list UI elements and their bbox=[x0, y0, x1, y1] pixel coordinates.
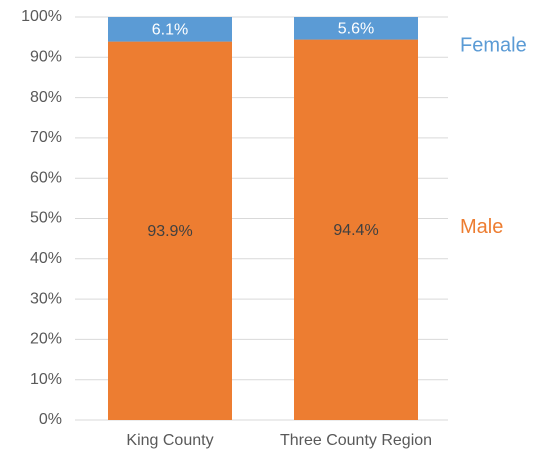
y-tick-label: 10% bbox=[30, 371, 62, 388]
data-label: 94.4% bbox=[333, 222, 378, 239]
legend-label: Female bbox=[460, 35, 527, 57]
y-tick-label: 50% bbox=[30, 210, 62, 227]
y-tick-label: 60% bbox=[30, 169, 62, 186]
y-tick-label: 70% bbox=[30, 129, 62, 146]
bar-segment bbox=[108, 41, 232, 420]
y-tick-label: 40% bbox=[30, 250, 62, 267]
x-tick-label: Three County Region bbox=[280, 432, 432, 449]
y-tick-label: 20% bbox=[30, 331, 62, 348]
bar-segment bbox=[294, 17, 418, 40]
legend-label: Male bbox=[460, 216, 503, 238]
bar-segment bbox=[108, 17, 232, 42]
x-tick-label: King County bbox=[126, 432, 213, 449]
y-tick-label: 80% bbox=[30, 89, 62, 106]
data-label: 93.9% bbox=[147, 223, 192, 240]
y-tick-label: 100% bbox=[21, 8, 62, 25]
y-tick-label: 30% bbox=[30, 290, 62, 307]
y-tick-label: 0% bbox=[39, 411, 62, 428]
data-label: 5.6% bbox=[338, 21, 374, 38]
bar-segment bbox=[294, 39, 418, 421]
data-label: 6.1% bbox=[152, 22, 188, 39]
y-tick-label: 90% bbox=[30, 49, 62, 66]
